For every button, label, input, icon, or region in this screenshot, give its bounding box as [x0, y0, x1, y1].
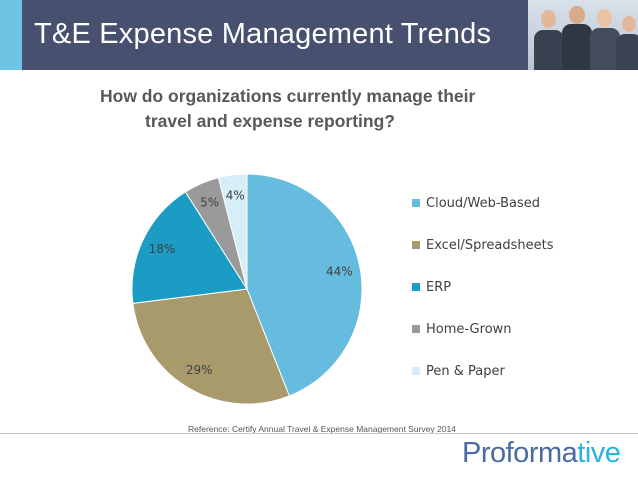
- legend-swatch: [412, 241, 420, 249]
- pie-slice-excel-spreadsheets: [132, 288, 290, 405]
- legend-item-pen-paper: Pen & Paper: [412, 361, 505, 381]
- legend-label: Home-Grown: [426, 321, 512, 337]
- legend-item-excel-spreadsheets: Excel/Spreadsheets: [412, 235, 553, 255]
- legend-item-home-grown: Home-Grown: [412, 319, 512, 339]
- logo-text-main: Proforma: [462, 437, 578, 469]
- slice-label-excel-spreadsheets: 29%: [186, 363, 213, 377]
- legend-swatch: [412, 325, 420, 333]
- question-line-1: How do organizations currently manage th…: [100, 86, 476, 106]
- legend-swatch: [412, 199, 420, 207]
- reference-note: Reference: Certify Annual Travel & Expen…: [188, 424, 456, 434]
- logo-text-accent: tive: [577, 437, 621, 469]
- pie-slice-pen-paper: [217, 173, 248, 290]
- legend-swatch: [412, 283, 420, 291]
- chart-question: How do organizations currently manage th…: [100, 84, 476, 134]
- legend-label: Cloud/Web-Based: [426, 195, 540, 211]
- legend-label: ERP: [426, 279, 452, 295]
- slice-label-cloud-web-based: 44%: [326, 264, 353, 278]
- legend-label: Excel/Spreadsheets: [426, 237, 554, 253]
- accent-strip: [0, 0, 22, 70]
- business-people-photo: [528, 0, 638, 70]
- slide-title: T&E Expense Management Trends: [34, 18, 492, 50]
- slice-label-erp: 18%: [149, 242, 176, 256]
- slice-label-home-grown: 5%: [200, 196, 219, 210]
- legend-item-erp: ERP: [412, 277, 451, 297]
- legend-swatch: [412, 367, 420, 375]
- proformative-logo: Proformative: [462, 437, 621, 470]
- legend-label: Pen & Paper: [426, 363, 505, 379]
- slice-label-pen-paper: 4%: [226, 189, 245, 203]
- title-bar: T&E Expense Management Trends: [22, 0, 528, 70]
- question-line-2: travel and expense reporting?: [145, 111, 395, 131]
- footer-divider: [0, 433, 638, 434]
- pie-slice-cloud-web-based: [246, 173, 363, 397]
- legend-item-cloud-web-based: Cloud/Web-Based: [412, 193, 540, 213]
- pie-slice-erp: [131, 191, 248, 304]
